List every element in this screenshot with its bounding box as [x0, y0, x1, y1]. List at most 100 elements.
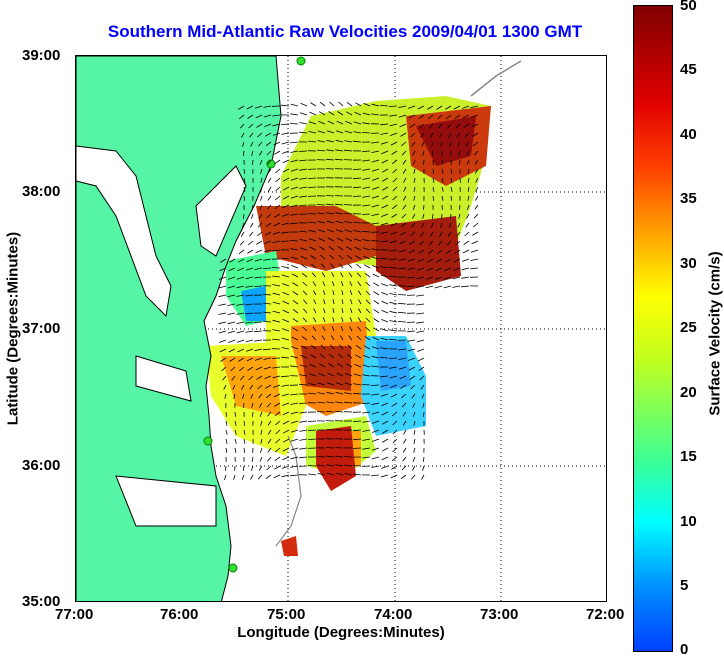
velocity-arrow: [254, 357, 263, 361]
velocity-arrow: [282, 411, 290, 416]
velocity-arrow: [389, 366, 398, 369]
velocity-arrow: [470, 249, 479, 253]
velocity-arrow: [381, 168, 389, 173]
velocity-arrow: [234, 420, 237, 426]
velocity-arrow: [275, 429, 281, 435]
velocity-arrow: [423, 204, 425, 210]
velocity-arrow: [389, 284, 398, 287]
velocity-arrow: [309, 246, 317, 251]
velocity-arrow: [248, 375, 254, 381]
velocity-arrow: [250, 465, 254, 471]
velocity-arrow: [308, 392, 317, 395]
velocity-arrow: [292, 299, 299, 305]
velocity-arrow: [299, 159, 308, 162]
velocity-arrow: [254, 285, 263, 287]
velocity-arrow: [275, 186, 281, 192]
velocity-arrow: [228, 267, 236, 272]
velocity-arrow: [326, 472, 335, 476]
velocity-arrow: [310, 344, 317, 350]
velocity-arrow: [416, 285, 425, 288]
velocity-arrow: [371, 346, 380, 350]
velocity-arrow: [348, 335, 353, 341]
velocity-arrow: [308, 131, 317, 134]
velocity-arrow: [233, 474, 236, 480]
velocity-arrow: [299, 383, 308, 386]
velocity-arrow: [346, 101, 353, 107]
velocity-arrow: [274, 204, 281, 210]
velocity-arrow: [390, 393, 398, 398]
velocity-arrow: [290, 393, 299, 396]
velocity-arrow: [326, 382, 335, 386]
velocity-arrow: [329, 101, 335, 107]
velocity-arrow: [408, 114, 416, 119]
velocity-arrow: [443, 276, 452, 280]
velocity-arrow: [254, 348, 263, 352]
velocity-arrow: [275, 420, 281, 426]
velocity-arrow: [421, 141, 425, 147]
velocity-arrow: [264, 123, 272, 128]
velocity-arrow: [337, 246, 344, 251]
velocity-arrow: [402, 195, 407, 201]
velocity-arrow: [308, 140, 317, 143]
velocity-arrow: [373, 282, 380, 287]
velocity-arrow: [328, 246, 335, 251]
velocity-arrow: [246, 105, 254, 110]
velocity-arrow: [282, 177, 290, 182]
velocity-arrow: [318, 120, 326, 125]
velocity-arrow: [290, 195, 299, 199]
velocity-arrow: [224, 393, 227, 399]
velocity-arrow: [282, 429, 290, 434]
velocity-arrow: [250, 393, 254, 399]
velocity-arrow: [353, 131, 362, 134]
velocity-arrow: [310, 354, 317, 359]
map-title: Southern Mid-Atlantic Raw Velocities 200…: [107, 22, 583, 41]
velocity-arrow: [362, 122, 371, 125]
velocity-arrow: [412, 204, 416, 210]
velocity-arrow: [392, 429, 398, 435]
velocity-arrow: [299, 195, 308, 198]
velocity-arrow: [344, 221, 353, 224]
velocity-arrow: [470, 267, 479, 270]
velocity-arrow: [317, 130, 326, 134]
velocity-arrow: [339, 263, 344, 269]
velocity-arrow: [225, 447, 228, 453]
velocity-arrow: [410, 132, 416, 138]
velocity-arrow: [274, 213, 281, 218]
velocity-arrow: [266, 402, 272, 408]
velocity-arrow: [323, 308, 326, 314]
velocity-arrow: [258, 141, 263, 147]
velocity-arrow: [245, 267, 254, 271]
velocity-arrow: [412, 213, 416, 219]
velocity-arrow: [243, 168, 246, 174]
velocity-arrow: [258, 213, 263, 219]
velocity-arrow: [458, 150, 461, 156]
velocity-arrow: [299, 230, 308, 233]
velocity-arrow: [403, 438, 407, 444]
velocity-arrow: [447, 123, 452, 129]
velocity-arrow: [344, 392, 353, 395]
velocity-arrow: [362, 247, 371, 251]
velocity-arrow: [354, 363, 362, 368]
velocity-arrow: [328, 111, 335, 116]
velocity-arrow: [220, 357, 227, 362]
velocity-arrow: [307, 465, 317, 467]
velocity-arrow: [389, 375, 398, 379]
velocity-arrow: [381, 309, 389, 314]
velocity-arrow: [398, 357, 407, 360]
velocity-arrow: [241, 132, 245, 138]
x-tick-label: 77:00: [55, 606, 94, 623]
velocity-arrow: [257, 474, 263, 480]
velocity-arrow: [349, 317, 353, 323]
velocity-arrow: [452, 276, 461, 280]
velocity-arrow: [236, 339, 245, 343]
velocity-arrow: [417, 357, 425, 362]
velocity-arrow: [362, 186, 371, 189]
velocity-arrow: [473, 222, 479, 228]
velocity-arrow: [344, 464, 353, 467]
velocity-arrow: [353, 420, 362, 422]
velocity-arrow: [467, 159, 470, 165]
velocity-arrow: [218, 285, 227, 289]
velocity-arrow: [398, 105, 407, 108]
velocity-arrow: [317, 221, 326, 224]
velocity-arrow: [382, 429, 389, 434]
